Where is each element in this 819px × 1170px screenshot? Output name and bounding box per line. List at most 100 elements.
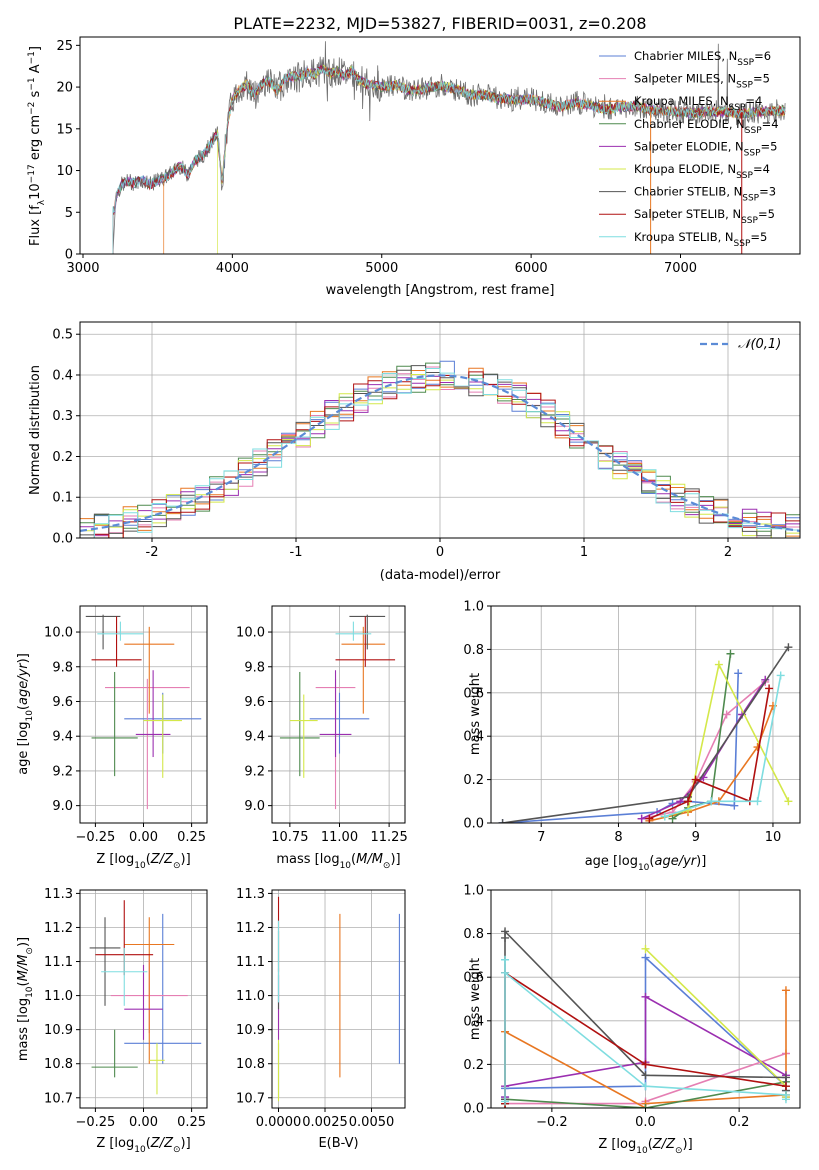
weight-marker <box>501 1097 510 1106</box>
legend: 𝒩(0,1) <box>700 337 781 352</box>
weight-marker <box>645 814 654 823</box>
x-tick-label: 7 <box>537 830 545 845</box>
age-vs-metallicity-panel: −0.25 0.00 0.25 9.0 9.2 9.4 9.6 9.8 10.0 Z [log10… <box>16 605 208 871</box>
weight-marker <box>784 797 793 806</box>
weight-marker <box>501 955 510 964</box>
x-tick-label: 11.25 <box>371 830 408 845</box>
weight-line-8 <box>664 675 782 818</box>
weight-marker <box>784 643 793 652</box>
weight-marker <box>776 671 785 680</box>
y-tick-label: 0.4 <box>52 368 73 383</box>
y-tick-label: 11.3 <box>236 887 265 902</box>
weight-vs-age-panel: 7 8 9 10 0.0 0.2 0.4 0.6 0.8 1.0 age [log10(age/yr… <box>463 600 801 873</box>
y-tick-label: 0.6 <box>463 686 484 701</box>
y-tick-label: 11.2 <box>236 921 265 936</box>
y-tick-label: 9.0 <box>244 799 265 814</box>
weight-marker <box>730 801 739 810</box>
legend-entry: Chabrier STELIB, NSSP=3 <box>634 185 776 204</box>
error-bars <box>279 614 396 810</box>
x-tick-label: 0 <box>436 545 444 560</box>
y-tick-label: 9.6 <box>52 695 73 710</box>
y-tick-label: 25 <box>56 39 73 54</box>
y-tick-label: 0.3 <box>52 409 73 424</box>
y-tick-label: 0 <box>65 248 73 263</box>
x-tick-label: 0.0025 <box>302 1115 348 1130</box>
weight-marker <box>501 968 510 977</box>
weight-marker <box>765 684 774 693</box>
y-tick-label: 9.8 <box>244 660 265 675</box>
weight-marker <box>641 944 650 953</box>
error-bars <box>85 614 202 810</box>
y-tick-label: 0.2 <box>463 773 484 788</box>
histogram-7 <box>80 371 800 538</box>
weight-line-4 <box>641 679 766 820</box>
x-tick-label: 4000 <box>216 261 249 276</box>
y-tick-label: 9.2 <box>52 764 73 779</box>
weight-marker <box>498 819 507 823</box>
y-tick-label: 9.8 <box>52 660 73 675</box>
legend-entry: Kroupa STELIB, NSSP=5 <box>634 230 767 249</box>
x-axis-label: mass [log10(M/M⊙)] <box>276 852 400 871</box>
y-tick-label: 0.0 <box>52 532 73 547</box>
x-tick-label: −0.25 <box>75 1115 115 1130</box>
x-tick-label: 3000 <box>66 261 99 276</box>
weight-lines <box>498 643 793 823</box>
x-axis-label: Z [log10(Z/Z⊙)] <box>96 852 190 871</box>
weight-marker <box>641 992 650 1001</box>
y-tick-label: 10 <box>56 164 73 179</box>
residuals-panel: -2 -1 0 1 2 0.0 0.1 0.2 0.3 0.4 0.5 (data-model)/er… <box>28 321 801 583</box>
x-tick-label: 1 <box>580 545 588 560</box>
weight-marker <box>781 986 790 995</box>
x-tick-label: 7000 <box>664 261 697 276</box>
weight-marker <box>726 649 735 658</box>
weight-marker <box>722 710 731 719</box>
x-axis-label: Z [log10(Z/Z⊙)] <box>598 1137 692 1156</box>
error-bars <box>277 896 400 1102</box>
x-tick-label: 9 <box>692 830 700 845</box>
weight-marker <box>683 797 692 806</box>
weight-vs-metallicity-panel: −0.2 0.0 0.2 0.0 0.2 0.4 0.6 0.8 1.0 Z [log10(Z/Z… <box>463 884 801 1156</box>
age-vs-mass-panel: 10.75 11.00 11.25 9.0 9.2 9.4 9.6 9.8 10.0 mass [… <box>236 605 408 871</box>
weight-marker <box>660 812 669 821</box>
grid <box>80 606 207 823</box>
y-tick-label: 10.9 <box>236 1023 265 1038</box>
y-tick-label: 10.0 <box>236 626 265 641</box>
y-tick-label: 10.0 <box>44 626 73 641</box>
y-tick-label: 0.8 <box>463 927 484 942</box>
y-tick-label: 15 <box>56 122 73 137</box>
error-bars <box>89 900 202 1095</box>
weight-marker <box>641 1082 650 1091</box>
spectrum-panel: 3000 4000 5000 6000 7000 0 5 10 15 20 25 wavelength… <box>27 36 801 298</box>
weight-marker <box>668 814 677 823</box>
y-tick-label: 11.0 <box>236 989 265 1004</box>
plot-frame <box>490 605 801 824</box>
legend: Chabrier MILES, NSSP=6 Salpeter MILES, NS… <box>599 49 779 249</box>
weight-marker <box>781 1082 790 1091</box>
y-tick-label: 9.0 <box>52 799 73 814</box>
weight-line-0 <box>502 673 739 823</box>
y-tick-label: 9.4 <box>52 730 73 745</box>
y-tick-label: 9.6 <box>244 695 265 710</box>
y-tick-label: 0.2 <box>463 1058 484 1073</box>
y-tick-label: 0.4 <box>463 730 484 745</box>
weight-marker <box>753 797 762 806</box>
histogram-8 <box>80 368 800 538</box>
y-tick-label: 0.0 <box>463 817 484 832</box>
weight-marker <box>781 1095 790 1104</box>
legend-entry: Chabrier MILES, NSSP=6 <box>634 49 771 68</box>
weight-marker <box>641 953 650 962</box>
x-tick-label: 10 <box>765 830 782 845</box>
y-tick-label: 1.0 <box>463 600 484 615</box>
grid <box>272 606 405 823</box>
normal-reference-curve <box>80 374 800 532</box>
x-tick-label: -2 <box>146 545 159 560</box>
y-axis-label: age [log10(age/yr)] <box>16 653 35 775</box>
y-tick-label: 0.5 <box>52 328 73 343</box>
y-tick-label: 0.4 <box>463 1014 484 1029</box>
weight-marker <box>707 797 716 806</box>
figure-title: PLATE=2232, MJD=53827, FIBERID=0031, z=0… <box>233 14 646 33</box>
spectrum-lines <box>112 41 786 254</box>
y-tick-label: 9.2 <box>244 764 265 779</box>
x-axis-label: wavelength [Angstrom, rest frame] <box>326 283 555 298</box>
